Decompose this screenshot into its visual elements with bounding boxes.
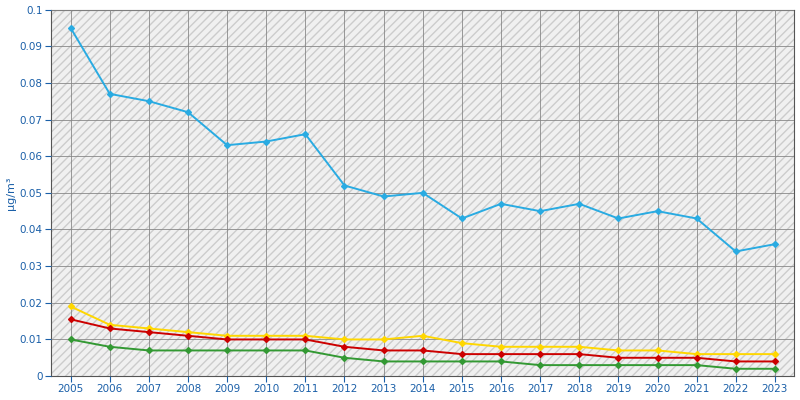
Y-axis label: µg/m³: µg/m³ [6, 176, 15, 210]
Bar [51, 10, 794, 376]
